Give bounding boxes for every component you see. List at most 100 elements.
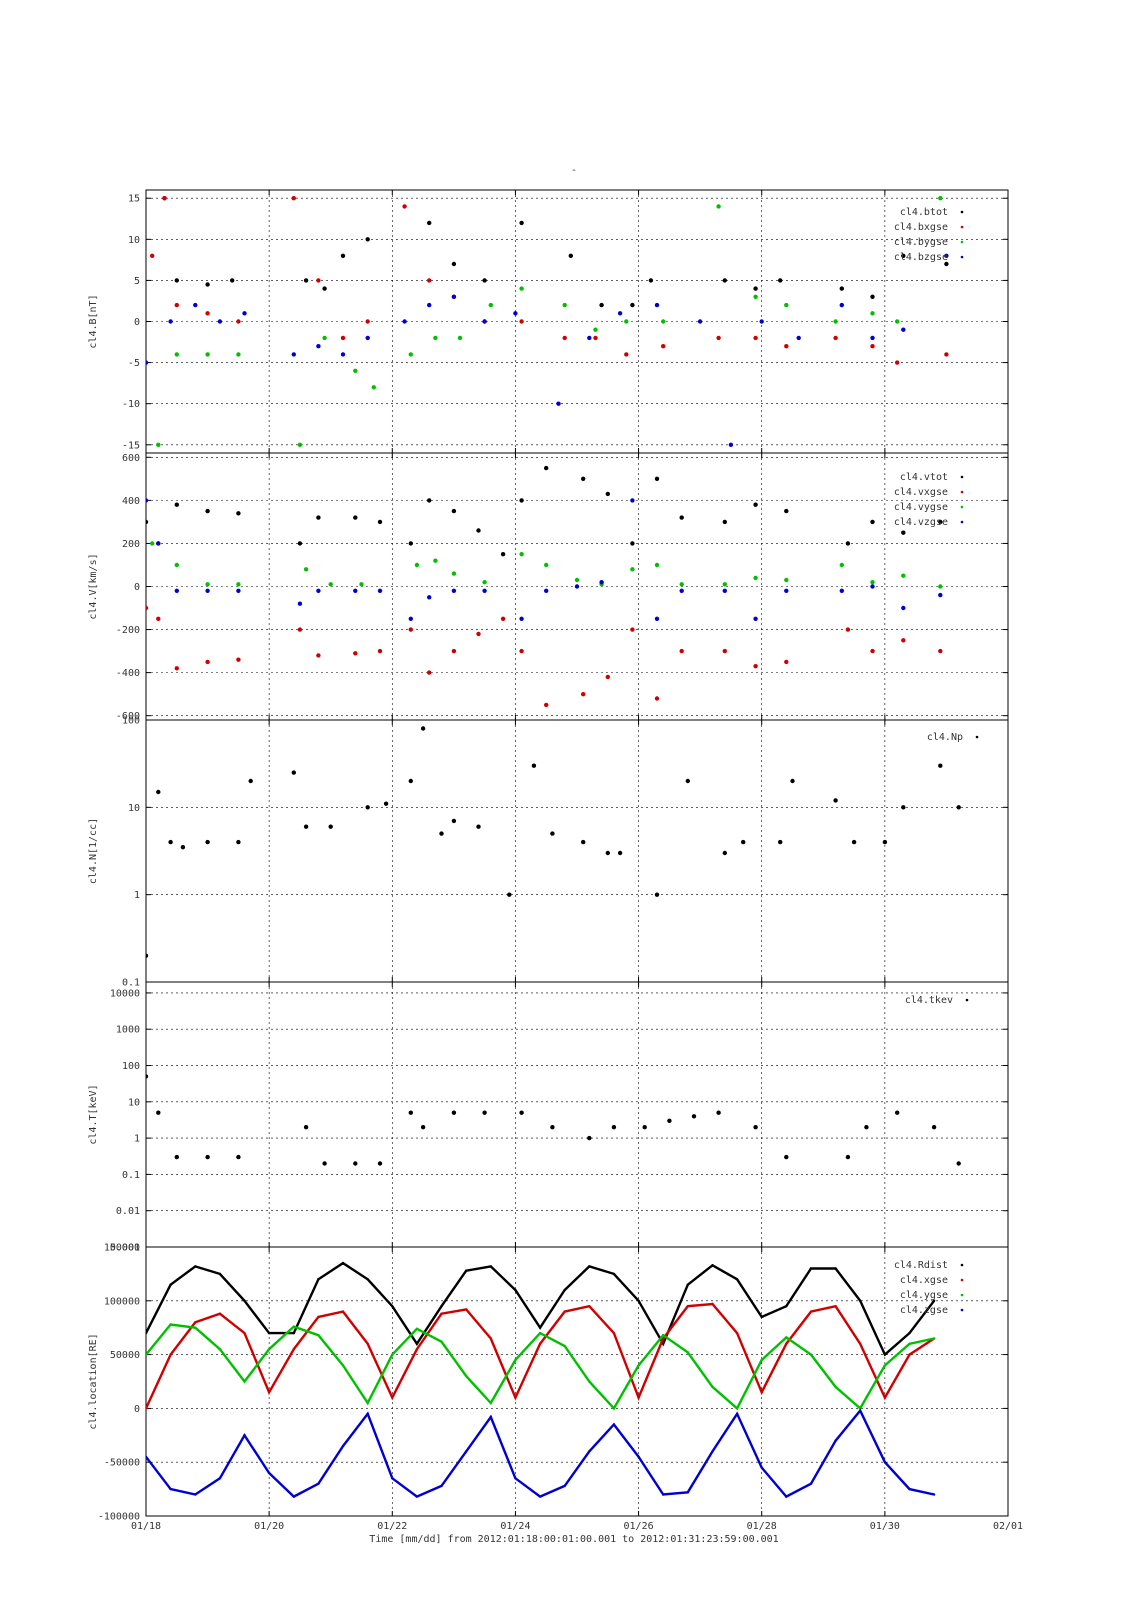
y-tick-label: -5 [128, 358, 140, 369]
legend-label: cl4.bzgse [894, 252, 948, 263]
data-point [341, 1364, 345, 1367]
data-point [908, 1331, 911, 1335]
series-cl4-Rdist [146, 1261, 936, 1357]
data-point [662, 1342, 665, 1346]
data-point [408, 1110, 413, 1115]
time-axis: 01/18 01/20 01/22 01/24 01/26 01/28 01/30 02/01 [131, 1521, 1023, 1532]
data-point [908, 1342, 911, 1346]
data-point [507, 892, 512, 897]
data-point [870, 648, 875, 654]
data-point [156, 616, 161, 621]
data-point [908, 1353, 911, 1356]
data-point [514, 1396, 517, 1399]
data-point [146, 953, 149, 958]
data-point [322, 286, 327, 291]
data-point [654, 562, 660, 568]
data-point [415, 1348, 419, 1351]
y-tick-label: 15 [128, 194, 140, 205]
data-point [686, 1351, 689, 1354]
data-point [870, 344, 875, 349]
data-point [489, 1265, 492, 1268]
data-point [267, 1348, 271, 1351]
data-point [722, 850, 727, 856]
data-point [500, 552, 506, 557]
data-point [476, 528, 481, 533]
data-point [169, 1323, 172, 1326]
data-point [427, 220, 432, 226]
data-point [465, 1374, 468, 1378]
data-point [316, 515, 321, 520]
data-point [465, 1450, 468, 1453]
data-point [938, 519, 943, 525]
x-tick-label: 02/01 [993, 1521, 1023, 1532]
data-point [482, 580, 487, 585]
data-point [870, 519, 875, 525]
data-point [538, 1495, 542, 1498]
data-point [883, 1461, 887, 1464]
data-point [377, 588, 383, 593]
legend-marker [960, 1278, 964, 1282]
data-point [146, 498, 149, 503]
data-point [538, 1342, 542, 1346]
data-point [679, 582, 684, 587]
x-tick-label: 01/18 [131, 1521, 161, 1532]
data-point [218, 1477, 222, 1480]
data-point [451, 588, 457, 593]
data-point [292, 1325, 295, 1328]
data-point [193, 302, 198, 308]
legend-label: cl4.bxgse [894, 222, 948, 233]
data-point [581, 476, 586, 481]
data-point [391, 1477, 394, 1480]
data-point [146, 605, 149, 611]
y-tick-label: 150000 [104, 1243, 140, 1254]
data-point [297, 442, 303, 447]
panel-frame [145, 1246, 1009, 1517]
data-point [722, 588, 727, 593]
series-cl4-vzgse [146, 498, 943, 621]
data-point [513, 311, 518, 316]
data-point [931, 1125, 937, 1130]
data-point [291, 770, 296, 775]
data-point [451, 1110, 457, 1115]
data-point [901, 530, 906, 535]
data-point [519, 220, 524, 226]
data-point [760, 1466, 763, 1469]
data-point [514, 1288, 517, 1292]
data-point [859, 1409, 862, 1412]
x-tick-label: 01/24 [500, 1521, 530, 1532]
data-point [316, 344, 321, 349]
data-point [938, 648, 943, 654]
series-cl4-tkev [146, 1074, 961, 1166]
data-point [391, 1353, 394, 1356]
y-tick-label: 100000 [104, 1296, 140, 1307]
y-axis-label: cl4.B[nT] [88, 294, 99, 348]
data-point [859, 1407, 862, 1410]
data-point [236, 511, 241, 516]
data-point [482, 319, 487, 324]
data-point [735, 1331, 739, 1335]
data-point [785, 1305, 788, 1308]
data-point [292, 1348, 295, 1351]
y-tick-label: 1000 [116, 1025, 140, 1036]
data-point [593, 327, 598, 332]
data-point [883, 1396, 887, 1399]
data-point [944, 352, 949, 357]
data-point [630, 302, 635, 308]
data-point [476, 824, 481, 829]
x-tick-label: 01/28 [747, 1521, 777, 1532]
data-point [895, 319, 900, 324]
data-point [169, 1283, 172, 1286]
data-point [451, 261, 457, 267]
data-point [174, 302, 179, 308]
data-point [956, 1161, 961, 1166]
series-cl4-zgse [146, 1408, 936, 1499]
data-point [465, 1269, 468, 1272]
data-point [679, 648, 684, 654]
data-point [686, 1305, 689, 1308]
data-point [605, 674, 610, 680]
data-point [562, 335, 567, 341]
data-point [317, 1482, 320, 1485]
data-point [365, 319, 370, 324]
y-tick-label: 600 [122, 453, 140, 464]
y-tick-label: 0 [134, 317, 140, 328]
